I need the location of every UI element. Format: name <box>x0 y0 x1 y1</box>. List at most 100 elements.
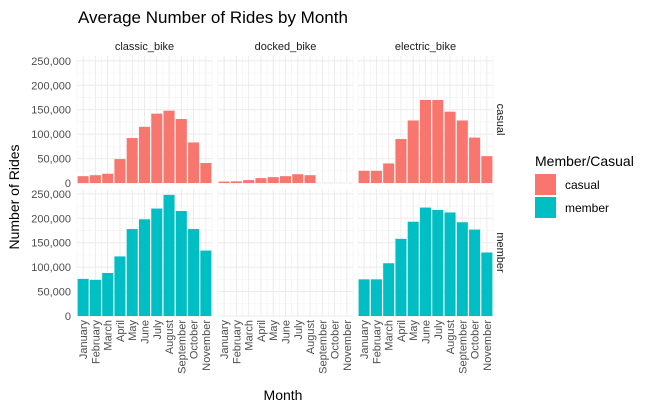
bar <box>267 177 279 183</box>
x-tick-label: August <box>164 320 176 354</box>
bar <box>370 279 382 316</box>
x-tick-label: January <box>359 320 371 360</box>
bar <box>456 222 468 316</box>
x-tick-label: October <box>330 320 342 359</box>
bar <box>304 175 316 183</box>
bar <box>419 207 432 316</box>
x-tick-label: May <box>408 320 420 341</box>
x-tick-label: July <box>433 320 445 340</box>
y-tick-label: 250,000 <box>31 56 71 68</box>
bar <box>469 137 481 183</box>
bar <box>126 229 138 316</box>
bar <box>188 229 200 316</box>
bar <box>456 120 468 183</box>
facet-row-label: casual <box>494 104 506 136</box>
bar <box>200 162 212 183</box>
y-tick-label: 0 <box>65 178 71 190</box>
x-tick-label: February <box>90 320 102 365</box>
y-tick-label: 100,000 <box>31 129 71 141</box>
x-tick-label: September <box>176 320 188 374</box>
x-tick-label: January <box>219 320 231 360</box>
bar <box>218 181 230 183</box>
x-tick-label: June <box>421 320 433 344</box>
bar <box>255 178 267 183</box>
x-tick-label: February <box>371 320 383 365</box>
bar <box>395 139 407 183</box>
x-tick-label: September <box>457 320 469 374</box>
legend-key <box>535 174 556 195</box>
bar <box>138 126 151 183</box>
legend-label: casual <box>565 178 600 192</box>
bar <box>77 278 89 316</box>
bar <box>138 219 151 316</box>
x-tick-label: August <box>445 320 457 354</box>
x-tick-label: July <box>293 320 305 340</box>
bar <box>151 208 163 316</box>
facet-row-label: member <box>494 232 506 273</box>
bar <box>200 250 212 316</box>
y-tick-label: 50,000 <box>37 287 71 299</box>
panels-layer: classic_bike docked_bike electric_bikecasu… <box>31 41 506 374</box>
bar <box>230 181 242 183</box>
bar <box>175 210 187 316</box>
x-tick-label: March <box>103 320 115 351</box>
bar <box>102 173 114 183</box>
x-tick-label: April <box>256 320 268 342</box>
bar <box>469 229 481 316</box>
legend-key <box>535 197 556 218</box>
x-tick-label: October <box>470 320 482 359</box>
x-tick-label: April <box>115 320 127 342</box>
bar <box>163 194 175 316</box>
bar <box>163 110 175 183</box>
bar <box>77 176 89 183</box>
y-axis-title: Number of Rides <box>6 144 22 249</box>
bar <box>383 263 395 316</box>
bar <box>188 142 200 183</box>
x-tick-label: May <box>268 320 280 341</box>
y-tick-label: 100,000 <box>31 262 71 274</box>
facet-column-label: docked_bike <box>255 41 317 53</box>
bar <box>279 176 292 183</box>
legend-title: Member/Casual <box>535 153 634 169</box>
bar <box>102 273 114 316</box>
x-tick-label: October <box>189 320 201 359</box>
bar <box>407 120 419 183</box>
bar <box>114 256 126 316</box>
bar <box>432 99 444 183</box>
x-tick-label: January <box>78 320 90 360</box>
bar <box>292 174 304 183</box>
bar <box>151 113 163 183</box>
x-tick-label: November <box>482 320 494 371</box>
bar <box>432 210 444 316</box>
bar <box>114 159 126 183</box>
x-tick-label: May <box>127 320 139 341</box>
bar <box>243 180 255 183</box>
legend-label: member <box>565 201 609 215</box>
x-tick-label: July <box>152 320 164 340</box>
chart-title: Average Number of Rides by Month <box>78 8 348 27</box>
x-tick-label: August <box>305 320 317 354</box>
facet-column-label: classic_bike <box>115 41 174 53</box>
bar <box>358 279 370 316</box>
bar <box>395 238 407 316</box>
x-tick-label: February <box>231 320 243 365</box>
bar <box>407 221 419 316</box>
bar <box>383 163 395 183</box>
y-tick-label: 50,000 <box>37 154 71 166</box>
x-tick-label: November <box>342 320 354 371</box>
x-tick-label: March <box>244 320 256 351</box>
x-axis-title: Month <box>264 387 303 403</box>
x-tick-label: September <box>317 320 329 374</box>
bar <box>444 212 456 316</box>
y-tick-label: 150,000 <box>31 105 71 117</box>
x-tick-label: November <box>201 320 213 371</box>
bar <box>370 170 382 183</box>
bar <box>89 175 101 183</box>
y-tick-label: 200,000 <box>31 213 71 225</box>
bar <box>481 252 493 316</box>
bar <box>419 99 432 183</box>
legend: casual member <box>535 174 609 218</box>
facet-column-label: electric_bike <box>395 41 456 53</box>
